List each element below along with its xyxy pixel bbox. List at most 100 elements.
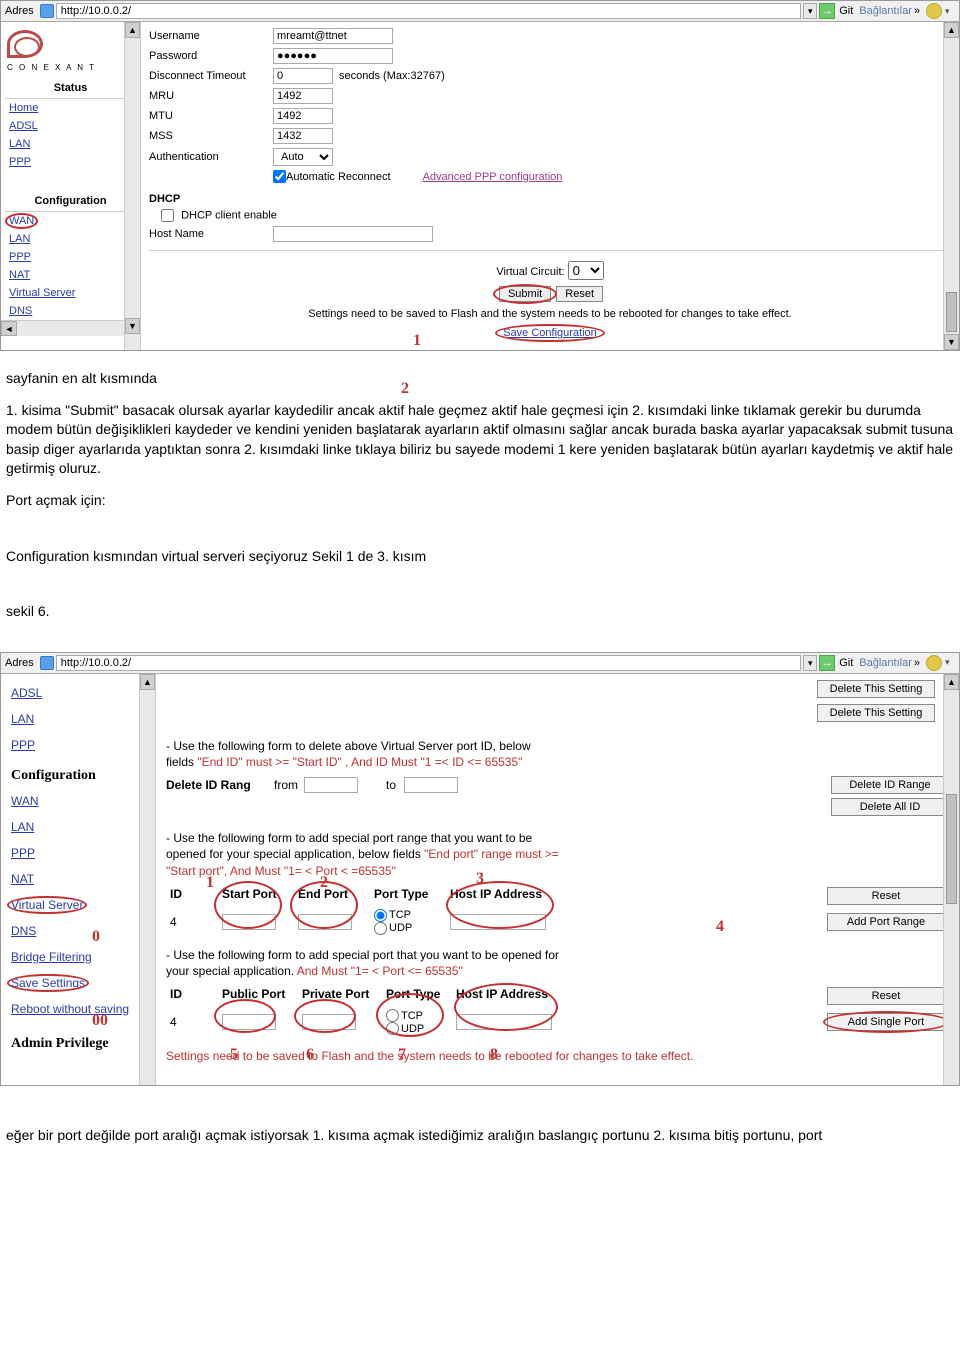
sidebar-ppp[interactable]: PPP: [1, 732, 155, 758]
sidebar-nat[interactable]: NAT: [1, 866, 155, 892]
sidebar-vscroll[interactable]: ▲: [139, 674, 155, 1085]
username-input[interactable]: [273, 28, 393, 44]
scroll-up-icon[interactable]: ▲: [125, 22, 140, 38]
help-single-2: your special application. And Must "1= <…: [166, 963, 949, 979]
delete-to-input[interactable]: [404, 777, 458, 793]
range-udp-radio[interactable]: [374, 922, 387, 935]
sidebar-reboot[interactable]: Reboot without saving: [1, 996, 155, 1022]
sidebar-save-settings[interactable]: Save Settings: [1, 970, 155, 996]
sidebar-wan[interactable]: WAN: [1, 788, 155, 814]
reset-button[interactable]: Reset: [556, 286, 603, 302]
scroll-thumb[interactable]: [946, 794, 957, 904]
doc-text: sayfanin en alt kısmında 1. kisima "Subm…: [0, 351, 960, 652]
sidebar-nat[interactable]: NAT: [1, 266, 140, 284]
browser-frame-2: Adres ▾ → Git Bağlantılar » ▾ ADSL LAN P…: [0, 652, 960, 1086]
help-single-1: - Use the following form to add special …: [166, 947, 949, 963]
main-panel: Username Password Disconnect Timeout sec…: [141, 22, 959, 350]
prose-3: Port açmak için:: [6, 491, 954, 511]
password-input[interactable]: [273, 48, 393, 64]
sidebar-vscroll[interactable]: ▲ ▼: [124, 22, 140, 350]
sidebar-lan2[interactable]: LAN: [1, 814, 155, 840]
go-label: Git: [839, 657, 853, 669]
sidebar-dns[interactable]: DNS: [1, 918, 155, 944]
sidebar-lan[interactable]: LAN: [1, 135, 140, 153]
hdr-start-port: Start Port: [218, 885, 294, 907]
range-host-ip-input[interactable]: [450, 914, 546, 930]
scroll-up-icon[interactable]: ▲: [140, 674, 155, 690]
go-button[interactable]: →: [819, 3, 835, 19]
main-vscroll[interactable]: ▲: [943, 674, 959, 1085]
url-dropdown-icon[interactable]: ▾: [803, 655, 817, 671]
sidebar-ppp2[interactable]: PPP: [1, 248, 140, 266]
links-label[interactable]: Bağlantılar: [859, 657, 912, 669]
delete-setting-button-1[interactable]: Delete This Setting: [817, 680, 935, 698]
single-host-ip-input[interactable]: [456, 1014, 552, 1030]
links-label[interactable]: Bağlantılar: [859, 5, 912, 17]
mru-input[interactable]: [273, 88, 333, 104]
sidebar-home[interactable]: Home: [1, 99, 140, 117]
avg-drop-icon[interactable]: ▾: [945, 6, 955, 17]
admin-privilege-heading: Admin Privilege: [1, 1022, 155, 1056]
auto-reconnect-checkbox[interactable]: [273, 170, 286, 183]
delete-from-input[interactable]: [304, 777, 358, 793]
sidebar-lan2[interactable]: LAN: [1, 230, 140, 248]
sidebar-dns[interactable]: DNS: [1, 302, 140, 320]
sidebar-adsl[interactable]: ADSL: [1, 680, 155, 706]
scroll-down-icon[interactable]: ▼: [125, 318, 140, 334]
sidebar-virtual-server[interactable]: Virtual Server: [1, 284, 140, 302]
disconnect-input[interactable]: [273, 68, 333, 84]
delete-id-range-button[interactable]: Delete ID Range: [831, 776, 949, 794]
scroll-up-icon[interactable]: ▲: [944, 22, 959, 38]
dhcp-enable-checkbox[interactable]: [161, 209, 174, 222]
single-udp-radio[interactable]: [386, 1022, 399, 1035]
disconnect-hint: seconds (Max:32767): [339, 70, 445, 82]
sidebar-virtual-server[interactable]: Virtual Server: [1, 892, 155, 918]
annotation-2: 2: [401, 380, 409, 398]
url-input[interactable]: [56, 655, 801, 671]
public-port-input[interactable]: [222, 1014, 276, 1030]
avg-drop-icon[interactable]: ▾: [945, 657, 955, 668]
mtu-input[interactable]: [273, 108, 333, 124]
url-input[interactable]: [56, 3, 801, 19]
scroll-left-icon[interactable]: ◄: [1, 321, 17, 336]
go-button[interactable]: →: [819, 655, 835, 671]
mss-input[interactable]: [273, 128, 333, 144]
sidebar-ppp[interactable]: PPP: [1, 153, 140, 171]
avg-icon[interactable]: [926, 3, 942, 19]
hostname-input[interactable]: [273, 226, 433, 242]
sidebar-hscroll[interactable]: ◄ ►: [1, 320, 140, 336]
reset-button-single[interactable]: Reset: [827, 987, 945, 1005]
sidebar-adsl[interactable]: ADSL: [1, 117, 140, 135]
delete-all-id-button[interactable]: Delete All ID: [831, 798, 949, 816]
scroll-up-icon[interactable]: ▲: [944, 674, 959, 690]
add-port-range-button[interactable]: Add Port Range: [827, 913, 945, 931]
add-single-port-button[interactable]: Add Single Port: [827, 1013, 945, 1031]
hdr-port-type: Port Type: [370, 885, 446, 907]
save-configuration-link[interactable]: Save Configuration: [503, 327, 597, 339]
delete-id-range-label: Delete ID Rang: [166, 778, 274, 792]
mss-label: MSS: [149, 130, 273, 142]
reset-button-range[interactable]: Reset: [827, 887, 945, 905]
hdr-private-port: Private Port: [298, 985, 382, 1007]
single-tcp-radio[interactable]: [386, 1009, 399, 1022]
delete-setting-button-2[interactable]: Delete This Setting: [817, 704, 935, 722]
start-port-input[interactable]: [222, 914, 276, 930]
scroll-down-icon[interactable]: ▼: [944, 334, 959, 350]
range-tcp-radio[interactable]: [374, 909, 387, 922]
config-heading: Configuration: [1, 758, 155, 788]
sidebar-bridge-filtering[interactable]: Bridge Filtering: [1, 944, 155, 970]
adv-ppp-link[interactable]: Advanced PPP configuration: [423, 171, 563, 183]
auth-select[interactable]: Auto: [273, 148, 333, 166]
sidebar-wan[interactable]: WAN: [1, 212, 140, 230]
url-dropdown-icon[interactable]: ▾: [803, 3, 817, 19]
sidebar-ppp2[interactable]: PPP: [1, 840, 155, 866]
private-port-input[interactable]: [302, 1014, 356, 1030]
sidebar-lan[interactable]: LAN: [1, 706, 155, 732]
end-port-input[interactable]: [298, 914, 352, 930]
vc-select[interactable]: 0: [568, 261, 604, 280]
prose-4: Configuration kısmından virtual serveri …: [6, 547, 954, 567]
submit-button[interactable]: Submit: [499, 286, 551, 302]
main-vscroll[interactable]: ▲ ▼: [943, 22, 959, 350]
ie-icon: [40, 4, 54, 18]
avg-icon[interactable]: [926, 655, 942, 671]
